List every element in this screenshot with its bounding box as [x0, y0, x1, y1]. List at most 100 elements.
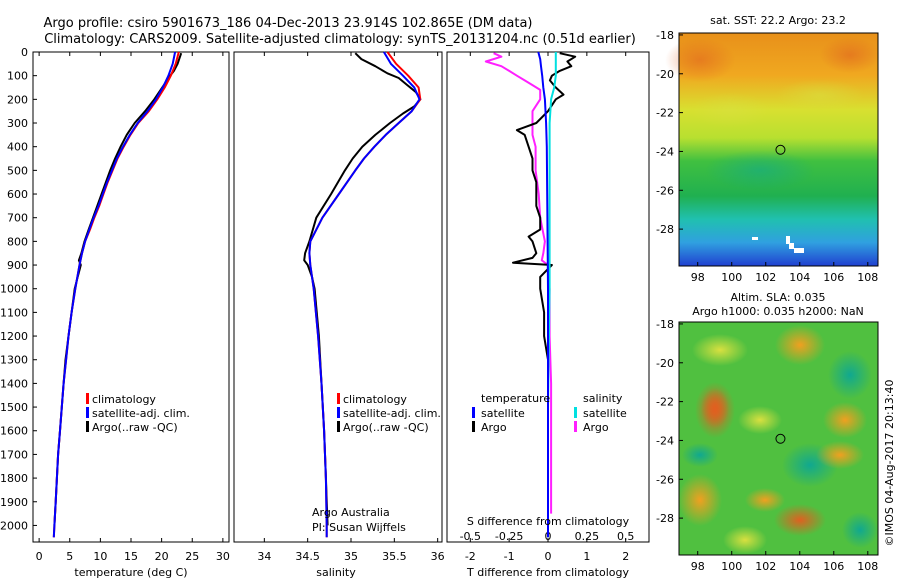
depth-tick-label: 900 [7, 259, 28, 272]
temperature-series [52, 51, 183, 538]
legend-swatch-salinity-argo [574, 421, 577, 432]
salinity-panel: 34 34.5 35 35.5 36 climatology satellite-adj… [233, 51, 445, 579]
float-position-marker [775, 144, 786, 155]
depth-tick-label: 1900 [0, 496, 28, 509]
s-difference-xlabel: S difference from climatology [467, 515, 630, 528]
temperature-legend: climatology satellite-adj. clim. Argo(..… [86, 393, 190, 434]
temperature-x-axis: 0 5 10 15 20 25 30 [36, 52, 230, 563]
lat-tick-label: -24 [656, 434, 674, 447]
sst-map-axes: -18 -20 -22 -24 -26 -28 98 100 102 104 106 108 [656, 29, 878, 284]
depth-tick-label: 1400 [0, 377, 28, 390]
legend-label-salinity-argo: Argo [583, 421, 609, 434]
depth-tick-label: 1200 [0, 330, 28, 343]
lat-tick-label: -20 [656, 68, 674, 81]
lon-tick-label: 106 [823, 271, 844, 284]
x-tick-label: 20 [155, 550, 169, 563]
t-difference-xlabel: T difference from climatology [466, 566, 629, 579]
x-tick-label: -1 [504, 550, 515, 563]
x-tick-label: 0 [545, 550, 552, 563]
x-tick-label: 10 [93, 550, 107, 563]
lat-tick-label: -28 [656, 223, 674, 236]
sst-map-frame [678, 32, 879, 267]
depth-tick-label: 0 [21, 46, 28, 59]
lat-tick-label: -22 [656, 107, 674, 120]
difference-legend: temperature salinity satellite Argo sate… [472, 392, 627, 434]
depth-tick-label: 400 [7, 141, 28, 154]
depth-tick-label: 1700 [0, 448, 28, 461]
legend-swatch-temperature-argo [472, 421, 475, 432]
float-position-marker [775, 433, 786, 444]
legend-swatch-argo [86, 421, 89, 432]
depth-tick-label: 1600 [0, 425, 28, 438]
series-line-satellite-adj-clim- [308, 51, 421, 538]
salinity-series [303, 51, 422, 538]
legend-header-temperature: temperature [481, 392, 550, 405]
lat-tick-label: -28 [656, 512, 674, 525]
sla-map-frame [678, 321, 879, 556]
x-tick-label: 36 [431, 550, 445, 563]
depth-tick-label: 1500 [0, 401, 28, 414]
depth-tick-label: 300 [7, 117, 28, 130]
x-tick-label: 34.5 [295, 550, 320, 563]
x-tick-label: 5 [66, 550, 73, 563]
x-tick-label: 30 [216, 550, 230, 563]
sst-map-title: sat. SST: 22.2 Argo: 23.2 [710, 14, 846, 27]
salinity-xlabel: salinity [316, 566, 356, 579]
sla-map-axes: -18 -20 -22 -24 -26 -28 98 100 102 104 106 108 [656, 318, 878, 573]
institution-label: Argo Australia [312, 506, 390, 519]
depth-tick-label: 500 [7, 164, 28, 177]
x-tick-label: 1 [583, 550, 590, 563]
depth-tick-label: 200 [7, 93, 28, 106]
depth-axis: 0 100 200 300 400 500 600 700 800 900 1000 1100 1200… [0, 46, 451, 532]
lon-tick-label: 104 [789, 271, 810, 284]
depth-tick-label: 1000 [0, 283, 28, 296]
legend-label-salinity-satellite: satellite [583, 407, 627, 420]
legend-label-satellite: satellite-adj. clim. [343, 407, 441, 420]
difference-panel: -2 -1 0 1 2-0.25 0 0.25-0.5 0.5 temperature sal… [446, 51, 650, 579]
s-difference-tick-label: 0.5 [617, 530, 635, 543]
temperature-xlabel: temperature (deg C) [74, 566, 187, 579]
x-tick-label: 15 [124, 550, 138, 563]
legend-swatch-temperature-satellite [472, 407, 475, 418]
series-line-satellite-adj-clim- [52, 51, 177, 538]
pi-label: PI: Susan Wijffels [312, 521, 406, 534]
lat-tick-label: -20 [656, 357, 674, 370]
lon-tick-label: 102 [755, 271, 776, 284]
salinity-axes [233, 51, 443, 543]
sst-map: sat. SST: 22.2 Argo: 23.2 -18 -20 -22 -24 -2… [656, 14, 880, 284]
lon-tick-label: 100 [721, 560, 742, 573]
lon-tick-label: 100 [721, 271, 742, 284]
depth-tick-label: 800 [7, 235, 28, 248]
lon-tick-label: 104 [789, 560, 810, 573]
land-mask [752, 236, 804, 253]
legend-label-satellite: satellite-adj. clim. [92, 407, 190, 420]
legend-label-temperature-argo: Argo [481, 421, 507, 434]
sla-map: Altim. SLA: 0.035 Argo h1000: 0.035 h200… [656, 291, 879, 573]
salinity-legend: climatology satellite-adj. clim. Argo(..… [337, 393, 441, 434]
sst-texture [665, 37, 880, 190]
lat-tick-label: -18 [656, 318, 674, 331]
depth-tick-label: 600 [7, 188, 28, 201]
x-tick-label: 34 [257, 550, 271, 563]
depth-tick-label: 1800 [0, 472, 28, 485]
depth-tick-label: 700 [7, 212, 28, 225]
legend-swatch-satellite [86, 407, 89, 418]
legend-label-climatology: climatology [343, 393, 407, 406]
depth-tick-label: 1300 [0, 354, 28, 367]
difference-x-axis: -2 -1 0 1 2-0.25 0 0.25-0.5 0.5 [460, 52, 635, 563]
legend-swatch-climatology [337, 393, 340, 404]
lat-tick-label: -18 [656, 29, 674, 42]
legend-swatch-satellite [337, 407, 340, 418]
temperature-axes [32, 51, 230, 543]
legend-label-climatology: climatology [92, 393, 156, 406]
legend-label-argo: Argo(..raw -QC) [92, 421, 178, 434]
s-difference-tick-label: -0.25 [495, 530, 523, 543]
s-difference-tick-label: -0.5 [460, 530, 481, 543]
sla-map-title-1: Altim. SLA: 0.035 [730, 291, 825, 304]
legend-label-temperature-satellite: satellite [481, 407, 525, 420]
depth-tick-label: 1100 [0, 306, 28, 319]
legend-swatch-argo [337, 421, 340, 432]
header-line2: Climatology: CARS2009. Satellite-adjuste… [44, 32, 636, 47]
series-line-temperature-satellite [537, 51, 549, 538]
